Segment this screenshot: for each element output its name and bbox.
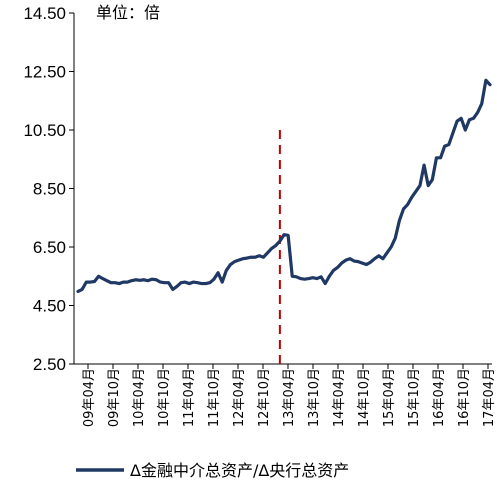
x-tick-label: 15年10月 [407, 368, 422, 427]
x-tick-label: 11年10月 [207, 368, 222, 427]
x-axis-ticks: 09年04月 09年10月 10年04月 10年10月 11年04月 11年10月 12年0… [82, 364, 497, 427]
x-tick-label: 12年10月 [257, 368, 272, 427]
y-tick-label: 4.50 [33, 297, 66, 316]
y-tick-label: 12.50 [23, 63, 66, 82]
x-tick-label: 11年04月 [182, 368, 197, 427]
y-tick-label: 2.50 [33, 355, 66, 374]
legend: Δ金融中介总资产/Δ央行总资产 [76, 461, 349, 480]
x-tick-label: 14年10月 [357, 368, 372, 427]
y-tick-label: 14.50 [23, 4, 66, 23]
x-tick-label: 17年04月 [482, 368, 497, 427]
x-tick-label: 10年10月 [157, 368, 172, 427]
x-tick-label: 09年10月 [107, 368, 122, 427]
legend-label: Δ金融中介总资产/Δ央行总资产 [130, 461, 349, 480]
x-tick-label: 16年04月 [432, 368, 447, 427]
y-tick-label: 6.50 [33, 238, 66, 257]
y-axis-ticks: 2.50 4.50 6.50 8.50 10.50 12.50 14.50 [23, 4, 74, 374]
unit-label: 单位：倍 [96, 3, 160, 22]
x-tick-label: 12年04月 [232, 368, 247, 427]
x-tick-label: 13年04月 [282, 368, 297, 427]
x-tick-label: 13年10月 [307, 368, 322, 427]
x-tick-label: 14年04月 [332, 368, 347, 427]
x-tick-label: 15年04月 [382, 368, 397, 427]
x-tick-label: 10年04月 [132, 368, 147, 427]
x-tick-label: 09年04月 [82, 368, 97, 427]
series-line [76, 78, 492, 294]
y-tick-label: 8.50 [33, 180, 66, 199]
y-tick-label: 10.50 [23, 121, 66, 140]
x-tick-label: 16年10月 [457, 368, 472, 427]
